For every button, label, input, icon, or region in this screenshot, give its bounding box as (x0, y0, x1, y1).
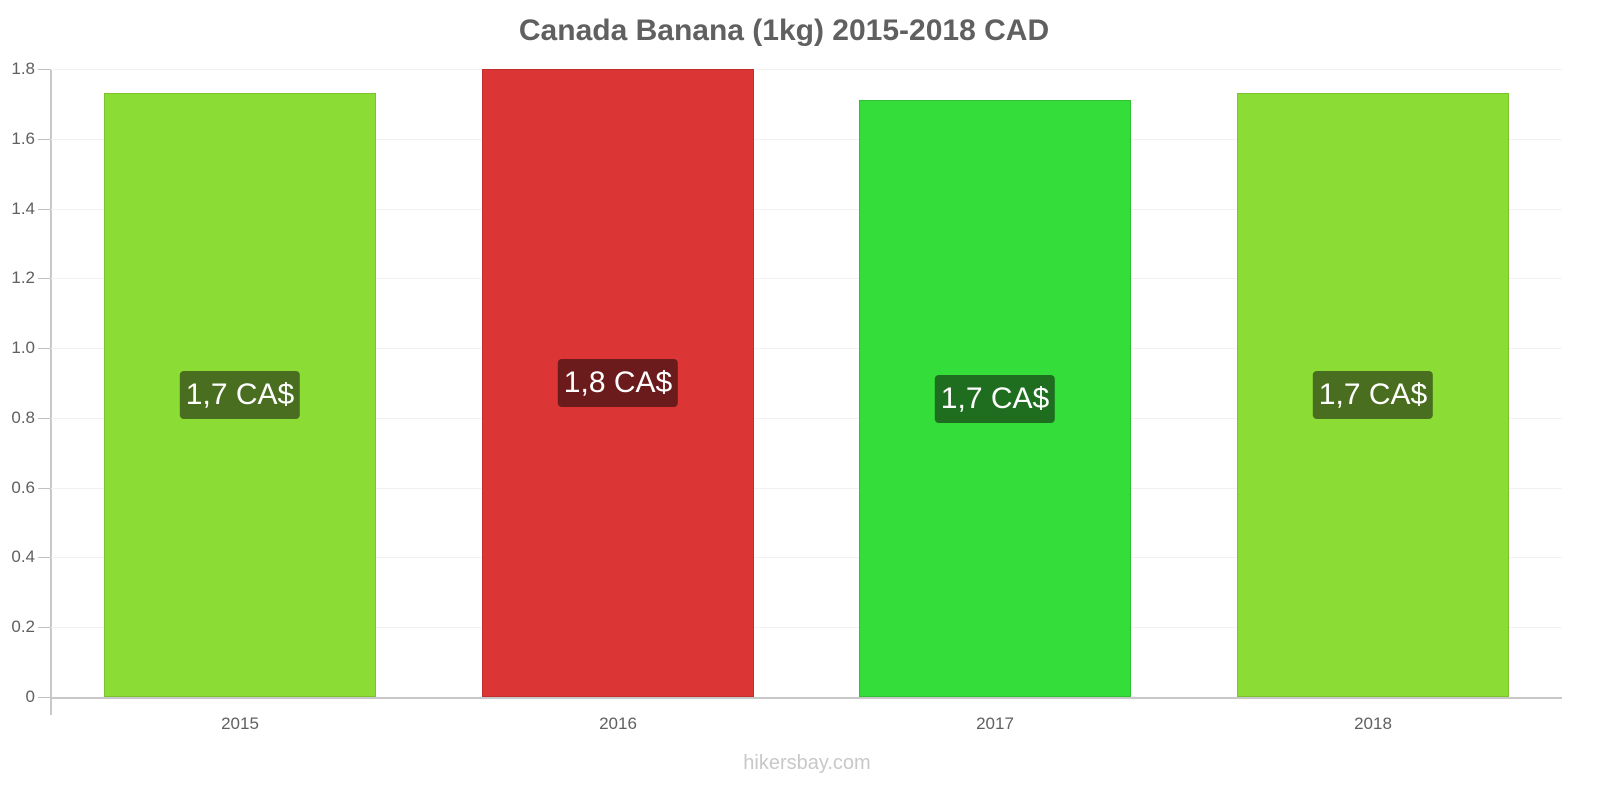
y-tick-label: 0.4 (11, 547, 35, 566)
gridline (51, 488, 1562, 489)
gridline (51, 418, 1562, 419)
y-tick-label: 0.8 (11, 408, 35, 427)
data-label-2015: 1,7 CA$ (179, 371, 301, 419)
y-tick-mark (38, 697, 50, 698)
x-tick-label: 2016 (599, 714, 637, 733)
y-tick-mark (38, 278, 50, 279)
y-tick-mark (38, 209, 50, 210)
y-tick-mark (38, 557, 50, 558)
chart-title: Canada Banana (1kg) 2015-2018 CAD (518, 14, 1050, 47)
gridline (51, 557, 1562, 558)
y-tick-mark (38, 418, 50, 419)
y-tick-label: 1.0 (11, 338, 35, 357)
y-tick-label: 1.8 (11, 59, 35, 78)
y-tick-label: 1.6 (11, 129, 35, 148)
y-tick-label: 0 (25, 687, 35, 706)
y-tick-label: 1.4 (11, 199, 35, 218)
x-tick-label: 2015 (221, 714, 259, 733)
source-credit: hikersbay.com (743, 752, 871, 774)
gridline (51, 139, 1562, 140)
y-axis-line (50, 69, 52, 715)
y-tick-mark (38, 627, 50, 628)
gridline (51, 348, 1562, 349)
x-tick-label: 2017 (976, 714, 1014, 733)
gridline (51, 278, 1562, 279)
data-label-2016: 1,8 CA$ (557, 359, 679, 407)
gridline (51, 627, 1562, 628)
data-label-2018: 1,7 CA$ (1312, 371, 1434, 419)
x-tick-label: 2018 (1354, 714, 1392, 733)
gridline (51, 69, 1562, 70)
x-axis-line (50, 697, 1562, 699)
y-tick-mark (38, 139, 50, 140)
y-tick-label: 1.2 (11, 268, 35, 287)
y-tick-mark (38, 488, 50, 489)
y-tick-mark (38, 348, 50, 349)
gridline (51, 209, 1562, 210)
y-tick-label: 0.2 (11, 617, 35, 636)
y-tick-mark (38, 69, 50, 70)
data-label-2017: 1,7 CA$ (934, 375, 1056, 423)
y-tick-label: 0.6 (11, 478, 35, 497)
